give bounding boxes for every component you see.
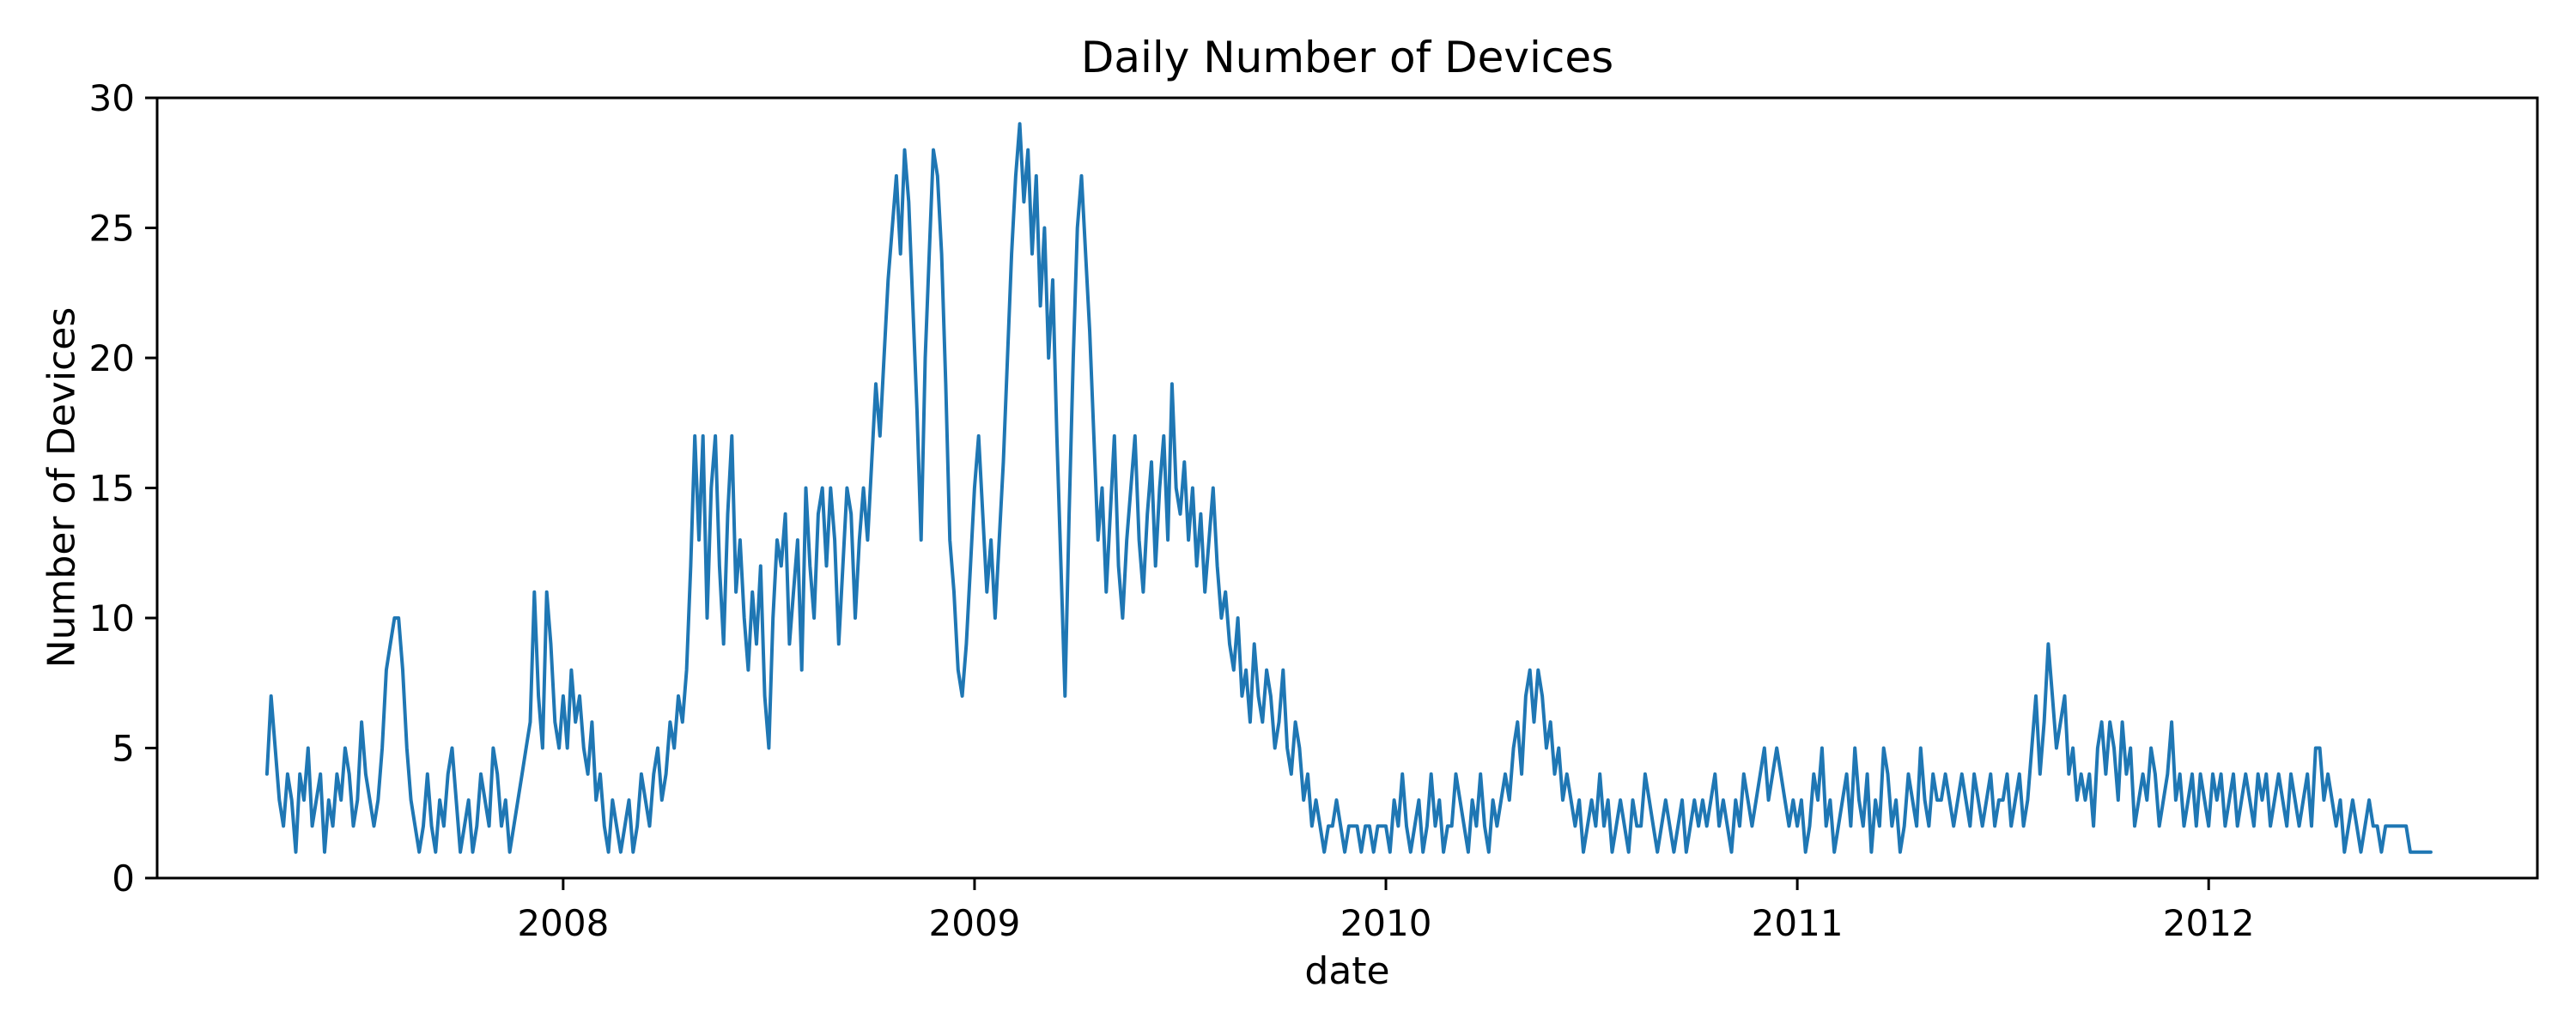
- axes-spines: [155, 96, 2539, 880]
- y-tick-label: 20: [89, 337, 135, 379]
- y-tick-label: 0: [112, 857, 135, 900]
- x-tick-label: 2012: [2163, 902, 2255, 944]
- x-tick-label: 2011: [1752, 902, 1844, 944]
- x-axis-label: date: [1304, 949, 1390, 993]
- x-tick-label: 2008: [517, 902, 609, 944]
- y-tick-label: 5: [112, 728, 135, 770]
- y-tick-label: 15: [89, 468, 135, 510]
- x-tick-label: 2010: [1340, 902, 1432, 944]
- y-tick-label: 30: [89, 77, 135, 119]
- devices-line: [264, 122, 2433, 854]
- y-tick-label: 10: [89, 597, 135, 639]
- chart-title: Daily Number of Devices: [1080, 33, 1614, 82]
- x-tick-label: 2009: [929, 902, 1021, 944]
- y-axis-label: Number of Devices: [39, 306, 84, 669]
- y-tick-label: 25: [89, 208, 135, 250]
